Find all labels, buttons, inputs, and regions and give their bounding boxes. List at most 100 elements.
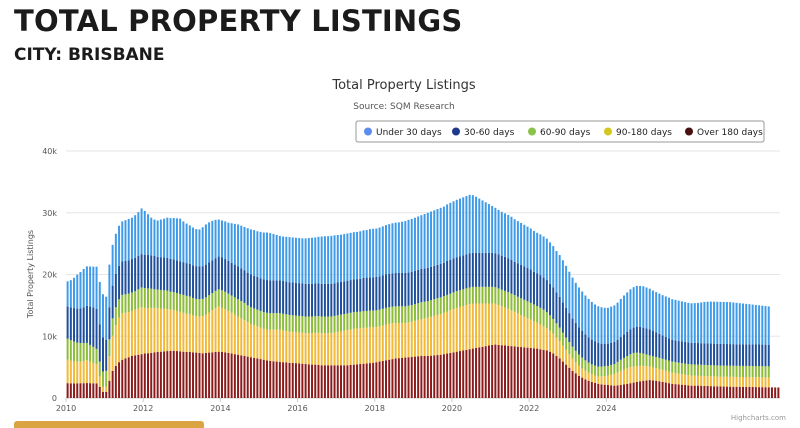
bar-segment[interactable] (423, 268, 426, 302)
bar-segment[interactable] (700, 343, 703, 365)
bar-segment[interactable] (561, 332, 564, 346)
bar-segment[interactable] (574, 282, 577, 323)
bar-segment[interactable] (230, 312, 233, 354)
bar-segment[interactable] (85, 342, 88, 361)
legend-marker[interactable] (364, 127, 372, 136)
bar-segment[interactable] (510, 346, 513, 398)
bar-segment[interactable] (680, 341, 683, 364)
bar-segment[interactable] (629, 354, 632, 368)
bar-segment[interactable] (751, 366, 754, 378)
bar-segment[interactable] (407, 322, 410, 358)
bar-segment[interactable] (497, 288, 500, 306)
bar-segment[interactable] (549, 351, 552, 398)
bar-segment[interactable] (404, 272, 407, 307)
bar-segment[interactable] (111, 370, 114, 398)
bar-segment[interactable] (713, 386, 716, 398)
bar-segment[interactable] (671, 299, 674, 340)
bar-segment[interactable] (294, 332, 297, 364)
bar-segment[interactable] (275, 313, 278, 330)
bar-segment[interactable] (487, 303, 490, 346)
bar-segment[interactable] (648, 329, 651, 356)
bar-segment[interactable] (140, 287, 143, 308)
bar-segment[interactable] (475, 252, 478, 287)
bar-segment[interactable] (381, 360, 384, 398)
bar-segment[interactable] (452, 258, 455, 293)
bar-segment[interactable] (532, 271, 535, 305)
bar-segment[interactable] (278, 361, 281, 398)
bar-segment[interactable] (410, 218, 413, 272)
bar-segment[interactable] (185, 295, 188, 314)
bar-segment[interactable] (204, 314, 207, 353)
bar-segment[interactable] (549, 283, 552, 316)
bar-segment[interactable] (571, 318, 574, 347)
bar-segment[interactable] (105, 296, 108, 340)
bar-segment[interactable] (204, 297, 207, 315)
bar-segment[interactable] (491, 303, 494, 345)
bar-segment[interactable] (259, 310, 262, 328)
bar-segment[interactable] (407, 219, 410, 273)
bar-segment[interactable] (127, 260, 130, 294)
bar-segment[interactable] (73, 277, 76, 309)
bar-segment[interactable] (542, 326, 545, 350)
bar-segment[interactable] (108, 356, 111, 381)
bar-segment[interactable] (619, 336, 622, 360)
bar-segment[interactable] (359, 328, 362, 365)
bar-segment[interactable] (327, 283, 330, 317)
bar-segment[interactable] (520, 347, 523, 398)
bar-segment[interactable] (754, 344, 757, 367)
bar-segment[interactable] (188, 263, 191, 297)
bar-segment[interactable] (291, 362, 294, 398)
bar-segment[interactable] (777, 387, 780, 399)
bar-segment[interactable] (481, 303, 484, 347)
bar-segment[interactable] (696, 302, 699, 344)
bar-segment[interactable] (140, 354, 143, 398)
bar-segment[interactable] (95, 348, 98, 365)
bar-segment[interactable] (465, 288, 468, 306)
bar-segment[interactable] (561, 260, 564, 303)
bar-segment[interactable] (323, 283, 326, 317)
bar-segment[interactable] (130, 259, 133, 293)
bar-segment[interactable] (455, 291, 458, 308)
bar-segment[interactable] (532, 348, 535, 398)
bar-segment[interactable] (619, 298, 622, 337)
bar-segment[interactable] (410, 305, 413, 322)
bar-segment[interactable] (484, 202, 487, 253)
bar-segment[interactable] (722, 343, 725, 366)
bar-segment[interactable] (770, 387, 773, 398)
bar-segment[interactable] (629, 383, 632, 398)
bar-segment[interactable] (327, 365, 330, 398)
bar-segment[interactable] (92, 346, 95, 363)
bar-segment[interactable] (436, 314, 439, 356)
bar-segment[interactable] (761, 366, 764, 378)
bar-segment[interactable] (124, 358, 127, 398)
bar-segment[interactable] (632, 327, 635, 353)
bar-segment[interactable] (188, 314, 191, 352)
bar-segment[interactable] (121, 359, 124, 398)
bar-segment[interactable] (565, 337, 568, 350)
bar-segment[interactable] (626, 368, 629, 384)
bar-segment[interactable] (201, 353, 204, 398)
bar-segment[interactable] (388, 323, 391, 360)
bar-segment[interactable] (217, 256, 220, 290)
bar-segment[interactable] (584, 379, 587, 398)
bar-segment[interactable] (655, 380, 658, 398)
bar-segment[interactable] (346, 313, 349, 331)
bar-segment[interactable] (282, 280, 285, 314)
bar-segment[interactable] (690, 375, 693, 386)
bar-segment[interactable] (124, 260, 127, 295)
bar-segment[interactable] (497, 344, 500, 398)
bar-segment[interactable] (92, 266, 95, 308)
bar-segment[interactable] (532, 304, 535, 322)
bar-segment[interactable] (127, 357, 130, 398)
bar-segment[interactable] (677, 384, 680, 398)
bar-segment[interactable] (417, 303, 420, 320)
bar-segment[interactable] (73, 361, 76, 384)
bar-segment[interactable] (163, 351, 166, 398)
bar-segment[interactable] (590, 364, 593, 375)
bar-segment[interactable] (545, 238, 548, 281)
bar-segment[interactable] (433, 210, 436, 266)
bar-segment[interactable] (716, 386, 719, 398)
bar-segment[interactable] (735, 376, 738, 387)
bar-segment[interactable] (709, 386, 712, 398)
bar-segment[interactable] (66, 281, 69, 307)
